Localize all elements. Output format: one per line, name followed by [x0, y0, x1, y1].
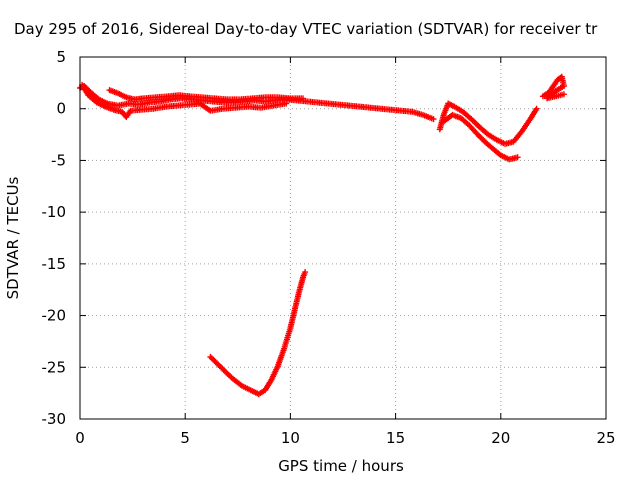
y-axis-label: SDTVAR / TECUs [4, 176, 22, 299]
data-trace [207, 269, 309, 398]
y-tick-label: -15 [42, 255, 67, 273]
x-tick-label: 5 [180, 429, 190, 447]
x-axis-label: GPS time / hours [278, 457, 404, 475]
y-tick-label: 5 [56, 48, 66, 66]
y-tick-label: -25 [42, 358, 67, 376]
y-tick-label: -20 [42, 307, 67, 325]
data-trace [106, 87, 306, 103]
axis-ticks: 0 5 10 15 20 25 5 0 -5 -10 -15 -20 -25 -30 [42, 48, 616, 447]
chart-title: Day 295 of 2016, Sidereal Day-to-day VTE… [14, 20, 598, 38]
y-tick-label: -10 [42, 203, 67, 221]
data-trace [441, 111, 521, 163]
x-tick-label: 10 [281, 429, 300, 447]
x-tick-label: 25 [596, 429, 615, 447]
data-trace [436, 100, 540, 147]
x-tick-label: 15 [386, 429, 405, 447]
data-trace [79, 81, 290, 120]
data-trace [77, 83, 437, 123]
data-trace [539, 73, 567, 102]
y-tick-label: -5 [51, 151, 66, 169]
x-tick-label: 20 [491, 429, 510, 447]
grid [80, 57, 606, 419]
y-tick-label: 0 [56, 100, 66, 118]
y-tick-label: -30 [42, 410, 67, 428]
plot-data [77, 73, 567, 398]
plot-frame [79, 56, 607, 420]
x-tick-label: 0 [75, 429, 85, 447]
